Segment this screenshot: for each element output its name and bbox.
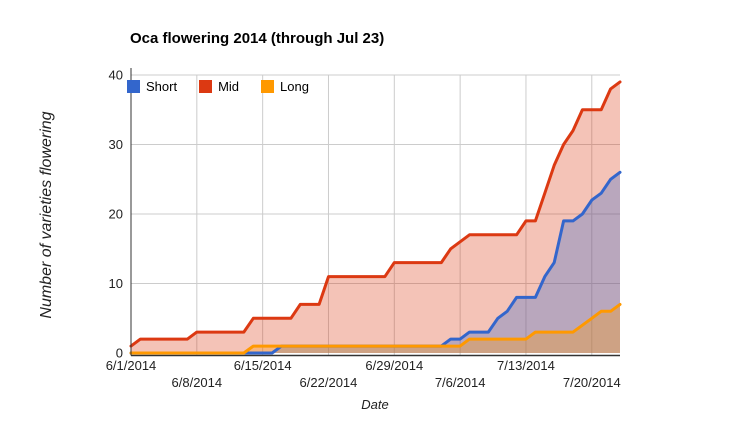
x-tick-label: 7/6/2014: [435, 375, 486, 390]
y-tick-label: 10: [109, 276, 123, 291]
legend-item-mid: Mid: [199, 79, 239, 94]
legend-item-short: Short: [127, 79, 177, 94]
y-tick-label: 0: [116, 346, 123, 361]
x-tick-label: 6/8/2014: [172, 375, 223, 390]
legend-label: Long: [280, 79, 309, 94]
area-series-long: [131, 304, 620, 353]
legend-swatch-long: [261, 80, 275, 93]
line-series-mid: [129, 80, 622, 348]
x-axis-title: Date: [361, 397, 389, 412]
x-tick-label: 6/1/2014: [106, 358, 157, 373]
x-tick-label: 6/22/2014: [300, 375, 358, 390]
legend-swatch-mid: [199, 80, 213, 93]
y-tick-label: 30: [109, 137, 123, 152]
x-tick-label: 6/29/2014: [365, 358, 423, 373]
legend-label: Short: [146, 79, 178, 94]
x-tick-label: 7/20/2014: [563, 375, 621, 390]
legend-swatch-short: [127, 80, 140, 93]
legend: Short Mid Long: [127, 79, 309, 94]
legend-item-long: Long: [261, 79, 309, 94]
line-series-long: [129, 302, 622, 355]
x-tick-label: 6/15/2014: [234, 358, 292, 373]
chart-title: Oca flowering 2014 (through Jul 23): [130, 30, 385, 47]
legend-label: Mid: [218, 79, 240, 94]
area-series-mid: [131, 81, 620, 354]
area-series-short: [131, 172, 620, 353]
x-tick-label: 7/13/2014: [497, 358, 555, 373]
y-tick-label: 20: [109, 207, 123, 222]
y-tick-label: 40: [109, 68, 123, 83]
y-axis-title: Number of varieties flowering: [38, 111, 55, 319]
